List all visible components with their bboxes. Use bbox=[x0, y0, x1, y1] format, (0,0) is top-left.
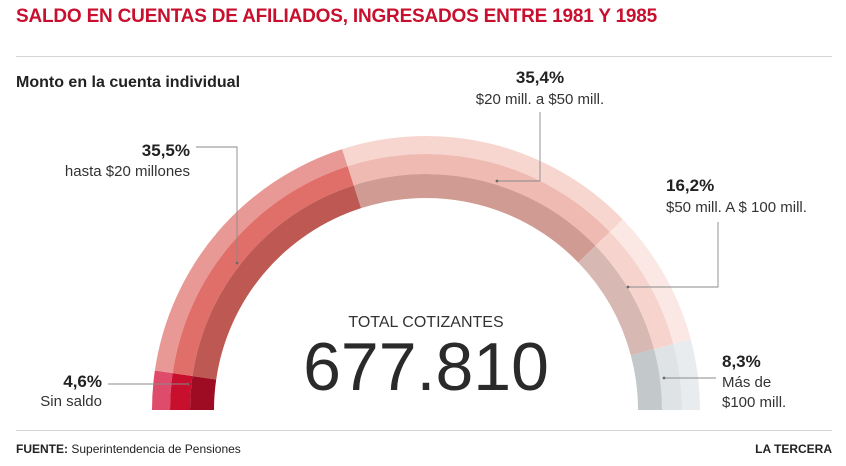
slice-labels: 4,6% Sin saldo 35,5% hasta $20 millones 35,4… bbox=[40, 68, 807, 411]
slice-1-band-1 bbox=[152, 370, 173, 410]
total-value: 677.810 bbox=[303, 329, 549, 405]
slice-5-band-3 bbox=[630, 349, 662, 410]
slice-2-band-2 bbox=[172, 166, 354, 377]
slice-1-band-3 bbox=[190, 376, 217, 410]
leader-line-2 bbox=[196, 146, 238, 263]
slice-1 bbox=[152, 370, 217, 410]
slice-4 bbox=[578, 219, 691, 356]
slice-5-band-2 bbox=[654, 344, 682, 410]
slice-4-label: $50 mill. A $ 100 mill. bbox=[666, 199, 807, 216]
slice-3-band-3 bbox=[353, 174, 596, 263]
slice-3-band-2 bbox=[347, 154, 610, 246]
slice-3-band-1 bbox=[342, 136, 623, 232]
slice-2-percent: 35,5% bbox=[142, 141, 190, 160]
slice-1-percent: 4,6% bbox=[63, 372, 102, 391]
leader-line-4 bbox=[628, 222, 719, 288]
leader-lines bbox=[108, 112, 719, 386]
chart-title: SALDO EN CUENTAS DE AFILIADOS, INGRESADO… bbox=[16, 6, 658, 27]
slice-5 bbox=[630, 339, 700, 410]
footer-divider bbox=[16, 430, 832, 431]
leader-dot-2 bbox=[235, 261, 239, 265]
slice-4-band-3 bbox=[578, 245, 655, 356]
total-label: TOTAL COTIZANTES bbox=[348, 314, 503, 331]
slice-4-band-2 bbox=[595, 231, 674, 350]
slice-5-label: $100 mill. bbox=[722, 394, 786, 411]
slice-3 bbox=[342, 136, 623, 263]
slice-3-percent: 35,4% bbox=[516, 68, 564, 87]
leader-dot-4 bbox=[626, 285, 630, 289]
leader-line-3 bbox=[497, 112, 541, 182]
brand-logo: LA TERCERA bbox=[755, 442, 832, 456]
slice-4-band-1 bbox=[609, 219, 691, 345]
slice-4-percent: 16,2% bbox=[666, 176, 714, 195]
chart-subtitle: Monto en la cuenta individual bbox=[16, 74, 241, 91]
chart-slices bbox=[152, 136, 700, 410]
slice-2 bbox=[154, 149, 362, 380]
title-divider bbox=[16, 56, 832, 57]
slice-2-band-3 bbox=[192, 185, 362, 380]
slice-5-band-1 bbox=[673, 339, 700, 410]
slice-5-percent: 8,3% bbox=[722, 352, 761, 371]
slice-1-label: Sin saldo bbox=[40, 393, 102, 410]
slice-5-label: Más de bbox=[722, 374, 771, 391]
slice-2-label: hasta $20 millones bbox=[65, 163, 190, 180]
source-text: Superintendencia de Pensiones bbox=[71, 442, 241, 456]
slice-1-band-2 bbox=[170, 373, 193, 410]
leader-dot-1 bbox=[186, 382, 190, 386]
leader-dot-3 bbox=[495, 179, 499, 183]
source-note: FUENTE: Superintendencia de Pensiones bbox=[16, 442, 241, 456]
source-prefix: FUENTE: bbox=[16, 442, 68, 456]
slice-3-label: $20 mill. a $50 mill. bbox=[476, 91, 604, 108]
leader-dot-5 bbox=[662, 376, 666, 380]
slice-2-band-1 bbox=[154, 149, 348, 374]
